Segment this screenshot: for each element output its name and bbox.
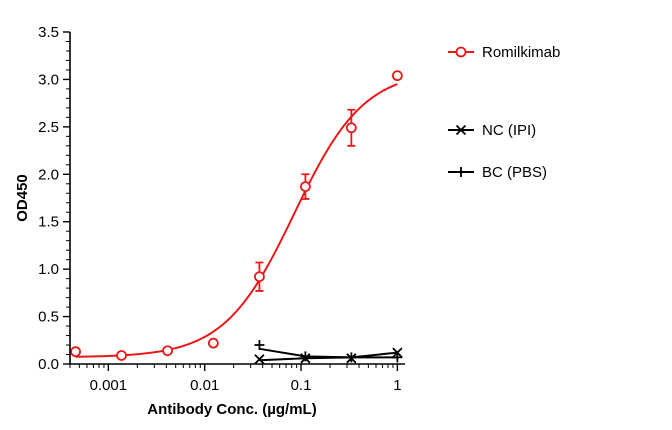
series-2-point (300, 351, 311, 362)
x-tick-label: 0.1 (291, 377, 312, 394)
legend-marker-1 (455, 124, 467, 136)
series-0-point (254, 271, 265, 283)
legend-marker-0 (455, 46, 467, 58)
y-tick-label: 3.5 (38, 24, 59, 41)
legend-label-0: Romilkimab (482, 44, 560, 61)
series-0-point (391, 70, 403, 82)
series-0-point (162, 345, 173, 357)
series-2-point (254, 340, 265, 351)
legend: Romilkimab NC (IPI) BC (PBS) (448, 44, 560, 181)
legend-label-2: BC (PBS) (482, 164, 547, 181)
legend-label-1: NC (IPI) (482, 122, 536, 139)
series-0-point (299, 181, 311, 193)
points-layer (70, 70, 403, 365)
y-axis-title: OD450 (14, 174, 31, 222)
series-0-point (116, 350, 127, 361)
curves-layer (75, 83, 398, 362)
x-tick-label: 0.01 (190, 377, 219, 394)
y-tick-label: 0.0 (38, 356, 59, 373)
x-axis-title: Antibody Conc. (µg/mL) (147, 401, 316, 418)
series-0-point (207, 337, 219, 349)
y-tick-label: 1.5 (38, 214, 59, 231)
series-2-point (392, 352, 403, 363)
y-tick-label: 2.0 (38, 166, 59, 183)
x-tick-label: 1 (393, 377, 401, 394)
y-tick-label: 1.0 (38, 261, 59, 278)
legend-marker-2 (456, 167, 466, 177)
series-0-fit-curve (75, 83, 398, 358)
series-0-point (70, 346, 81, 358)
y-tick-label: 2.5 (38, 119, 59, 136)
y-tick-label: 3.0 (38, 71, 59, 88)
series-2-point (346, 352, 357, 363)
series-0-point (345, 122, 357, 134)
y-tick-label: 0.5 (38, 309, 59, 326)
series-2-curve (259, 347, 398, 359)
x-tick-label: 0.001 (90, 377, 128, 394)
axes-layer: 0.0 0.5 1.0 1.5 2.0 2.5 3.0 3.5 0.001 0.01 0.1 1 (38, 24, 405, 394)
series-1-point (254, 354, 265, 365)
